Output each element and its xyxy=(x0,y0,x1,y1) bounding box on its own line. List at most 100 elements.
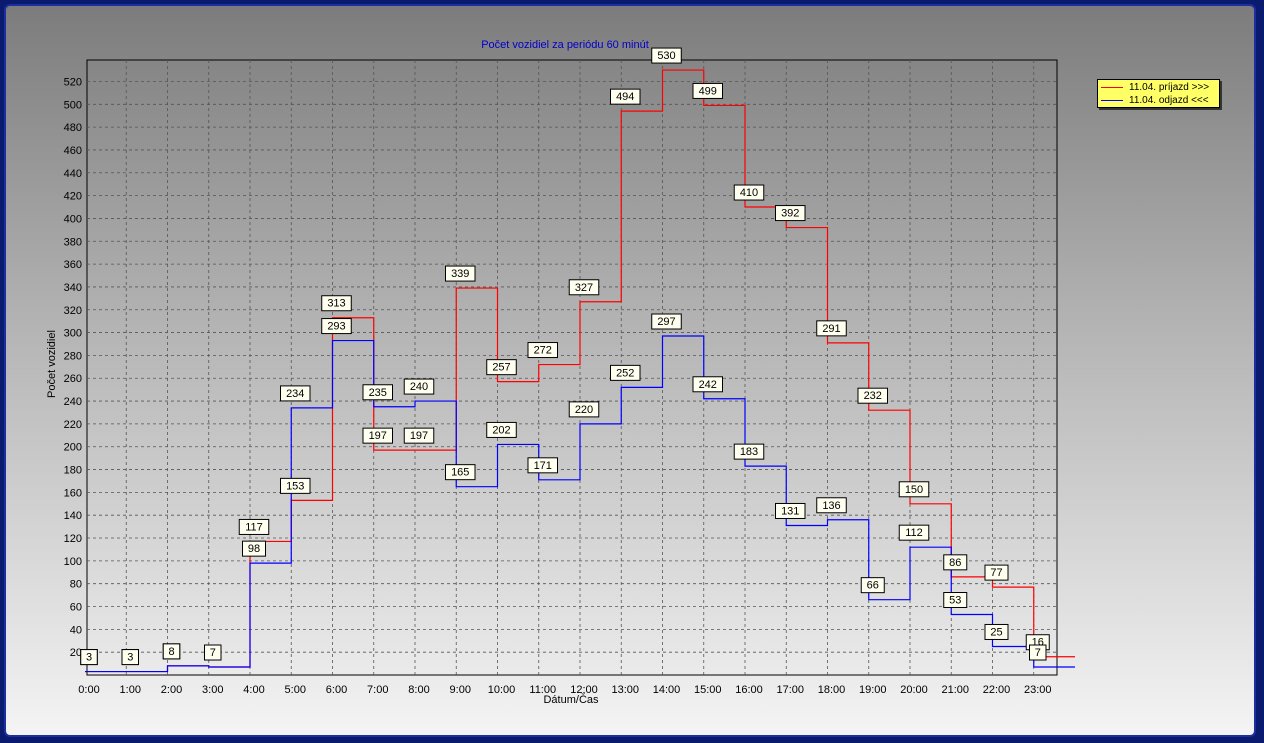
y-tick-label: 40 xyxy=(70,624,82,636)
y-tick-label: 180 xyxy=(64,465,82,477)
data-label-text: 183 xyxy=(740,446,758,458)
data-label-text: 494 xyxy=(616,91,634,103)
data-label-text: 242 xyxy=(699,379,717,391)
x-tick-label: 20:00 xyxy=(900,684,928,696)
data-label-box xyxy=(362,427,393,444)
data-label-text: 77 xyxy=(990,567,1002,579)
x-tick-label: 10:00 xyxy=(488,684,516,696)
data-label: 98 xyxy=(242,540,266,557)
legend: 11.04. príjazd >>> 11.04. odjazd <<< xyxy=(1097,79,1220,108)
data-label-box xyxy=(692,376,723,393)
data-label: 242 xyxy=(692,376,723,393)
data-label-text: 150 xyxy=(905,484,923,496)
y-tick-label: 440 xyxy=(64,168,82,180)
data-label-text: 153 xyxy=(286,480,304,492)
data-label-text: 499 xyxy=(699,85,717,97)
y-tick-label: 300 xyxy=(64,328,82,340)
x-tick-label: 5:00 xyxy=(285,684,306,696)
data-label: 136 xyxy=(816,497,847,514)
data-labels: 3387117153313197197339257272327494530499… xyxy=(80,47,1050,666)
data-label-box xyxy=(984,564,1009,581)
data-label-box xyxy=(362,384,393,401)
y-tick-label: 140 xyxy=(64,510,82,522)
y-tick-label: 380 xyxy=(64,236,82,248)
data-label: 183 xyxy=(733,443,765,460)
x-tick-label: 23:00 xyxy=(1024,684,1052,696)
data-label: 297 xyxy=(651,313,682,330)
data-label-box xyxy=(610,364,641,381)
data-label-box xyxy=(321,295,352,312)
data-label-box xyxy=(568,401,600,418)
data-label: 499 xyxy=(692,82,723,99)
y-tick-label: 500 xyxy=(64,99,82,111)
data-label-box xyxy=(486,359,517,376)
y-tick-label: 60 xyxy=(70,602,82,614)
y-tick-label: 200 xyxy=(64,442,82,454)
data-label-box xyxy=(775,502,806,519)
data-label: 494 xyxy=(610,88,641,105)
x-tick-label: 22:00 xyxy=(983,684,1011,696)
data-label-text: 86 xyxy=(949,557,961,569)
data-label: 7 xyxy=(204,644,222,661)
x-tick-label: 14:00 xyxy=(653,684,681,696)
data-label-text: 3 xyxy=(127,652,133,664)
data-label-box xyxy=(445,464,476,481)
series-line-arrival xyxy=(85,69,1075,673)
data-label-text: 3 xyxy=(86,652,92,664)
data-label-text: 530 xyxy=(657,50,675,62)
x-tick-label: 11:00 xyxy=(529,684,556,696)
x-axis-ticks: 0:00 1:00 2:00 3:00 4:00 5:00 6:00 7:00 8:00 9:00… xyxy=(78,684,1051,696)
data-label-box xyxy=(321,318,352,335)
data-label-text: 235 xyxy=(369,387,387,399)
data-label-text: 410 xyxy=(740,187,758,199)
grid-lines xyxy=(87,60,1057,675)
data-label: 197 xyxy=(403,427,435,444)
data-label: 66 xyxy=(860,577,885,594)
data-label-text: 197 xyxy=(410,430,428,442)
x-tick-label: 7:00 xyxy=(367,684,388,696)
data-label-text: 327 xyxy=(575,282,593,294)
data-label: 293 xyxy=(321,318,352,335)
x-tick-label: 6:00 xyxy=(326,684,347,696)
x-tick-label: 3:00 xyxy=(202,684,223,696)
data-label-text: 136 xyxy=(822,500,840,512)
data-label-box xyxy=(242,540,266,557)
data-label-text: 66 xyxy=(867,580,879,592)
y-axis-label: Počet vozidiel xyxy=(46,330,58,398)
legend-swatch-arrival xyxy=(1101,87,1123,88)
data-label-box xyxy=(692,82,723,99)
data-label-box xyxy=(610,88,641,105)
x-tick-label: 0:00 xyxy=(78,684,99,696)
data-label: 291 xyxy=(816,320,847,337)
data-label-box xyxy=(816,497,847,514)
data-label-text: 117 xyxy=(245,521,263,533)
data-label: 234 xyxy=(280,385,311,402)
data-label-box xyxy=(204,644,222,661)
data-label: 7 xyxy=(1029,644,1047,661)
data-label-text: 53 xyxy=(949,595,961,607)
data-label-text: 291 xyxy=(822,323,840,335)
data-label: 339 xyxy=(445,265,476,282)
data-label: 197 xyxy=(362,427,393,444)
data-label-text: 7 xyxy=(1035,647,1041,659)
data-label: 3 xyxy=(121,649,139,666)
data-label-box xyxy=(568,279,600,296)
series-line-departure xyxy=(85,335,1075,673)
y-tick-label: 20 xyxy=(70,647,82,659)
data-label-box xyxy=(857,387,888,404)
data-label-text: 392 xyxy=(781,208,799,220)
data-label-box xyxy=(527,457,558,474)
y-tick-label: 360 xyxy=(64,259,82,271)
data-label-box xyxy=(943,554,968,571)
x-tick-label: 8:00 xyxy=(408,684,429,696)
y-tick-label: 280 xyxy=(64,350,82,362)
data-label-text: 220 xyxy=(575,404,593,416)
y-tick-label: 420 xyxy=(64,191,82,203)
x-tick-label: 9:00 xyxy=(450,684,471,696)
data-label-box xyxy=(984,623,1009,640)
y-tick-label: 400 xyxy=(64,213,82,225)
x-tick-label: 16:00 xyxy=(735,684,763,696)
data-label: 530 xyxy=(651,47,682,64)
data-label: 86 xyxy=(943,554,968,571)
data-label-text: 234 xyxy=(286,388,304,400)
